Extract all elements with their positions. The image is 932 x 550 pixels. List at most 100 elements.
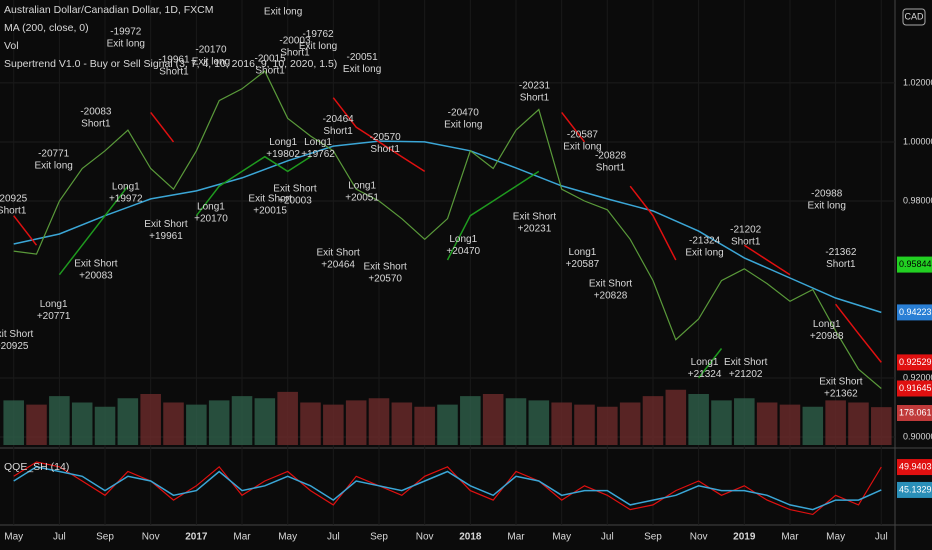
volume-bar — [208, 400, 230, 445]
x-tick-label: Jul — [327, 532, 340, 543]
signal-label: Exit long — [107, 39, 145, 50]
signal-label: Exit long — [563, 142, 601, 153]
currency-box[interactable] — [902, 8, 926, 26]
signal-label: Exit Short — [363, 262, 407, 273]
volume-bar — [49, 396, 70, 445]
qqe-line — [13, 461, 882, 516]
volume-bar — [642, 396, 664, 445]
signal-label: Exit Short — [74, 259, 118, 270]
x-tick-label: Jul — [53, 532, 66, 543]
price-box — [897, 256, 932, 273]
signal-label: Long1 — [813, 319, 841, 330]
signal-label: Short1 — [826, 259, 856, 270]
signal-label: Long1 — [269, 137, 297, 148]
signal-label: -20170 — [195, 45, 227, 56]
signal-label: Short1 — [255, 66, 285, 77]
volume-bar — [345, 400, 367, 445]
signal-label: -20828 — [595, 151, 627, 162]
signal-label: -20988 — [811, 189, 843, 200]
signal-label: -20470 — [448, 108, 480, 119]
x-tick-label: May — [4, 532, 23, 543]
volume-bar — [414, 406, 435, 445]
x-tick-label: May — [278, 532, 297, 543]
volume-bar — [117, 398, 139, 445]
signal-label: +20231 — [518, 224, 552, 235]
x-tick-label: Nov — [142, 532, 160, 543]
signal-label: -20771 — [38, 149, 70, 160]
trend-down — [629, 185, 677, 261]
signal-label: Exit long — [264, 7, 302, 18]
signal-label: Exit long — [685, 248, 723, 259]
volume-bar — [756, 402, 778, 445]
x-tick-label: 2018 — [459, 532, 482, 543]
volume-bar — [391, 402, 413, 445]
signal-label: -20570 — [370, 132, 402, 143]
trend-up — [58, 185, 129, 276]
volume-bar — [140, 394, 161, 445]
volume-bar — [460, 396, 481, 445]
trend-down — [150, 111, 175, 143]
price-box-label: 0.92529 — [899, 357, 932, 367]
x-tick-label: Nov — [416, 532, 434, 543]
signal-label: +20470 — [446, 246, 480, 257]
x-tick-label: Sep — [96, 532, 114, 543]
signal-label: +20003 — [278, 196, 312, 207]
signal-label: -20015 — [255, 54, 287, 65]
signal-label: Long1 — [40, 299, 68, 310]
volume-box — [897, 405, 932, 421]
x-tick-label: Mar — [781, 532, 799, 543]
qqe-box — [897, 459, 932, 476]
signal-label: -20051 — [347, 52, 379, 63]
volume-bar — [231, 396, 253, 445]
volume-bar — [254, 398, 276, 445]
price-box-label: 0.91645 — [899, 383, 932, 393]
x-tick-label: Jul — [601, 532, 614, 543]
x-tick-label: 2019 — [733, 532, 756, 543]
volume-bar — [711, 400, 732, 445]
qqe-box-label: 45.13291 — [899, 484, 932, 494]
signal-label: +19802 — [266, 149, 300, 160]
signal-label: Long1 — [112, 182, 140, 193]
volume-bar — [368, 398, 390, 445]
volume-bar — [665, 389, 687, 445]
signal-label: +20771 — [37, 311, 71, 322]
qqe-box — [897, 481, 932, 498]
volume-bar — [323, 404, 344, 445]
signal-label: +21324 — [688, 369, 722, 380]
volume-bar — [71, 402, 93, 445]
signal-label: Long1 — [449, 234, 477, 245]
signal-label: +19961 — [149, 231, 183, 242]
volume-bar — [597, 406, 618, 445]
signal-label: Exit long — [343, 64, 381, 75]
signal-label: Long1 — [691, 357, 719, 368]
signal-label: +20570 — [368, 274, 402, 285]
trend-down — [332, 97, 426, 173]
signal-label: +20015 — [253, 206, 287, 217]
signal-label: +21202 — [729, 369, 763, 380]
volume-box-label: 178.061K — [899, 407, 932, 417]
signal-label: Short1 — [323, 126, 353, 137]
signal-label: +20083 — [79, 271, 113, 282]
ma-line — [13, 140, 882, 314]
volume-bar — [779, 404, 801, 445]
currency[interactable]: CAD — [904, 11, 924, 21]
volume-bar — [619, 402, 641, 445]
signal-label: +19762 — [301, 149, 335, 160]
y-tick-label: 0.90000 — [903, 431, 932, 441]
signal-label: +20988 — [810, 331, 844, 342]
signal-label: +20170 — [194, 214, 228, 225]
volume-bar — [482, 394, 504, 445]
volume-bar — [505, 398, 527, 445]
volume-bar — [871, 407, 892, 445]
price-box — [897, 380, 932, 397]
signal-label: Exit Short — [589, 279, 633, 290]
signal-label: Exit Short — [248, 194, 292, 205]
trend-up — [698, 348, 723, 379]
signal-label: -21202 — [730, 225, 762, 236]
volume-bar — [825, 400, 846, 445]
